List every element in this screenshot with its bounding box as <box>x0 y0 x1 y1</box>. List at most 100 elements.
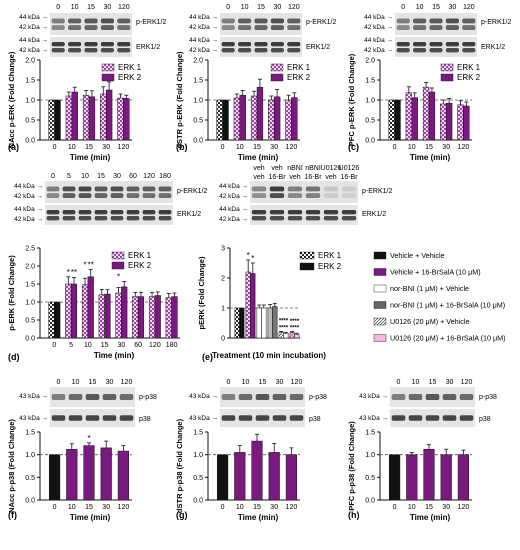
blot-f-pp38-band <box>119 394 134 400</box>
blot-g-p38-band <box>255 415 270 421</box>
y-tick-label: 1 <box>221 306 225 313</box>
blot-b-perk-kda-label: 44 kDa → <box>189 14 218 21</box>
blot-d-lane-label: 10 <box>81 173 89 180</box>
x-tick-label: 0 <box>221 144 225 151</box>
blot-b-perk-kda-label: 42 kDa → <box>189 24 218 31</box>
blot-a-perk-strip <box>50 13 132 35</box>
blot-b-perk-band <box>254 25 268 30</box>
blot-e-lane-label: veh <box>289 174 300 181</box>
blot-h-p38-band <box>459 415 474 421</box>
blot-b-perk-band <box>287 18 301 24</box>
significance-marker: **** <box>279 325 289 331</box>
blot-e-erk-label: ERK1/2 <box>362 211 386 218</box>
blot-e-lane-label: nBNI <box>287 165 303 172</box>
legend-label-treatment-1: Vehicle + Vehicle <box>390 251 445 260</box>
blot-f-pp38-band <box>102 394 117 400</box>
legend-label-treatment-6: U0126 (20 μM) + 16-BrSalA (10 μM) <box>390 334 506 343</box>
chart-panel-g: 0.0 0.5 1.0 1.5 dSTR p-p38 (Fold Change) Time… <box>175 418 300 522</box>
x-axis-label: Time (min) <box>238 153 279 162</box>
y-tick-label: 0.5 <box>25 318 35 325</box>
blot-e-perk-strip <box>250 181 358 203</box>
blot-a-perk-band <box>68 18 82 24</box>
blot-d-erk-band <box>158 216 172 221</box>
bar-treatment-1-erk-1 <box>234 307 240 339</box>
y-tick-label: 0.0 <box>193 498 203 505</box>
significance-marker: ** <box>88 261 94 270</box>
y-tick-label: 1.5 <box>193 430 203 437</box>
legend-label-erk1: ERK 1 <box>318 251 342 260</box>
blot-a-perk-band <box>68 25 82 30</box>
legend-label-erk1: ERK 1 <box>118 63 142 72</box>
blot-f-p38-band <box>119 415 134 421</box>
blot-c-perk-band <box>462 25 476 30</box>
blot-d-erk-band <box>110 216 124 221</box>
blot-a-erk-kda-label: 44 kDa → <box>19 37 48 44</box>
blot-d-erk-strip <box>45 205 173 225</box>
bar-erk-1 <box>250 95 258 141</box>
panel-label: (b) <box>176 142 188 152</box>
blot-c-erk-band <box>462 48 476 53</box>
blot-f-pp38-band <box>85 394 100 400</box>
blot-h-lane-label: 10 <box>412 379 420 386</box>
blot-d-perk-band <box>78 193 92 198</box>
blot-d-lane-label: 0 <box>51 173 55 180</box>
blot-a-perk-band <box>100 18 114 24</box>
blot-c-perk-kda-label: 42 kDa → <box>364 24 393 31</box>
blot-d: 0 5 10 15 30 60 120 180 44 kDa → 42 kDa → 44 kDa →… <box>14 173 207 225</box>
blot-a-erk-band <box>117 42 131 47</box>
blot-a-erk-band <box>51 48 65 53</box>
blot-c-erk-band <box>413 42 427 47</box>
bar-p-p38 <box>406 454 418 501</box>
blot-d-lane-label: 120 <box>143 173 155 180</box>
blot-c-perk-band <box>445 25 459 30</box>
bar-treatment-5-erk-2 <box>283 333 289 339</box>
x-tick-label: 5 <box>69 342 73 349</box>
bar-p-p38 <box>83 445 95 501</box>
blot-d-perk-band <box>142 193 156 198</box>
bar-erk-1 <box>98 294 105 339</box>
blot-g-pp38-band <box>255 394 270 400</box>
x-tick-label: 120 <box>149 342 161 349</box>
x-tick-label: 15 <box>85 144 93 151</box>
x-tick-label: 10 <box>408 504 416 511</box>
blot-b-lane-label: 10 <box>241 4 249 11</box>
bar-erk-2 <box>154 295 161 339</box>
bar-p-p38 <box>423 448 435 501</box>
legend-swatch-treatment-5 <box>373 317 387 326</box>
blot-a-perk-band <box>84 25 98 30</box>
x-tick-label: 30 <box>117 342 125 349</box>
bar-erk-2 <box>411 97 418 141</box>
y-tick-label: 1.0 <box>25 300 35 307</box>
bar-p-p38 <box>234 452 246 501</box>
y-tick-label: 0.5 <box>193 475 203 482</box>
blot-e-lane-label: veh <box>253 174 264 181</box>
blot-a-perk-band <box>51 18 65 24</box>
blot-h-pp38-band <box>459 394 474 400</box>
blot-b-erk-band <box>287 42 301 47</box>
blot-b-perk-band <box>221 18 235 24</box>
x-tick-label: 120 <box>286 504 298 511</box>
blot-c-perk-band <box>429 18 443 24</box>
blot-h-lane-label: 0 <box>397 379 401 386</box>
legend-swatch-treatment-2 <box>373 268 387 276</box>
blot-g-lane-label: 0 <box>227 379 231 386</box>
blot-e-perk-band <box>341 186 357 192</box>
y-tick-label: 0.0 <box>25 498 35 505</box>
legend-label-erk2: ERK 2 <box>287 73 311 82</box>
blot-h: 0 10 15 30 120 43 kDa → 43 kDa → p-p38 p38 <box>359 379 497 427</box>
chart-panel-f: 0.0 0.5 1.0 1.5 NAcc p-p38 (Fold Change) Time… <box>7 419 132 522</box>
blot-e-lane-label: 16-Br <box>304 174 322 181</box>
bar-erk-2 <box>54 99 61 141</box>
x-tick-label: 15 <box>85 504 93 511</box>
blot-e-lane-label: veh <box>253 165 264 172</box>
chart-panel-h: 0.0 0.5 1.0 1.5 PFC p-p38 (Fold Change) Time … <box>347 421 472 522</box>
blot-b-perk-band <box>254 18 268 24</box>
blot-a-perk-band <box>100 25 114 30</box>
bar-erk-2 <box>222 99 229 141</box>
y-tick-label: 0.5 <box>193 118 203 125</box>
bar-treatment-2-erk-2 <box>250 273 256 339</box>
blot-d-perk-band <box>46 186 60 192</box>
blot-e-perk-band <box>305 193 321 198</box>
blot-d-perk-band <box>94 193 108 198</box>
